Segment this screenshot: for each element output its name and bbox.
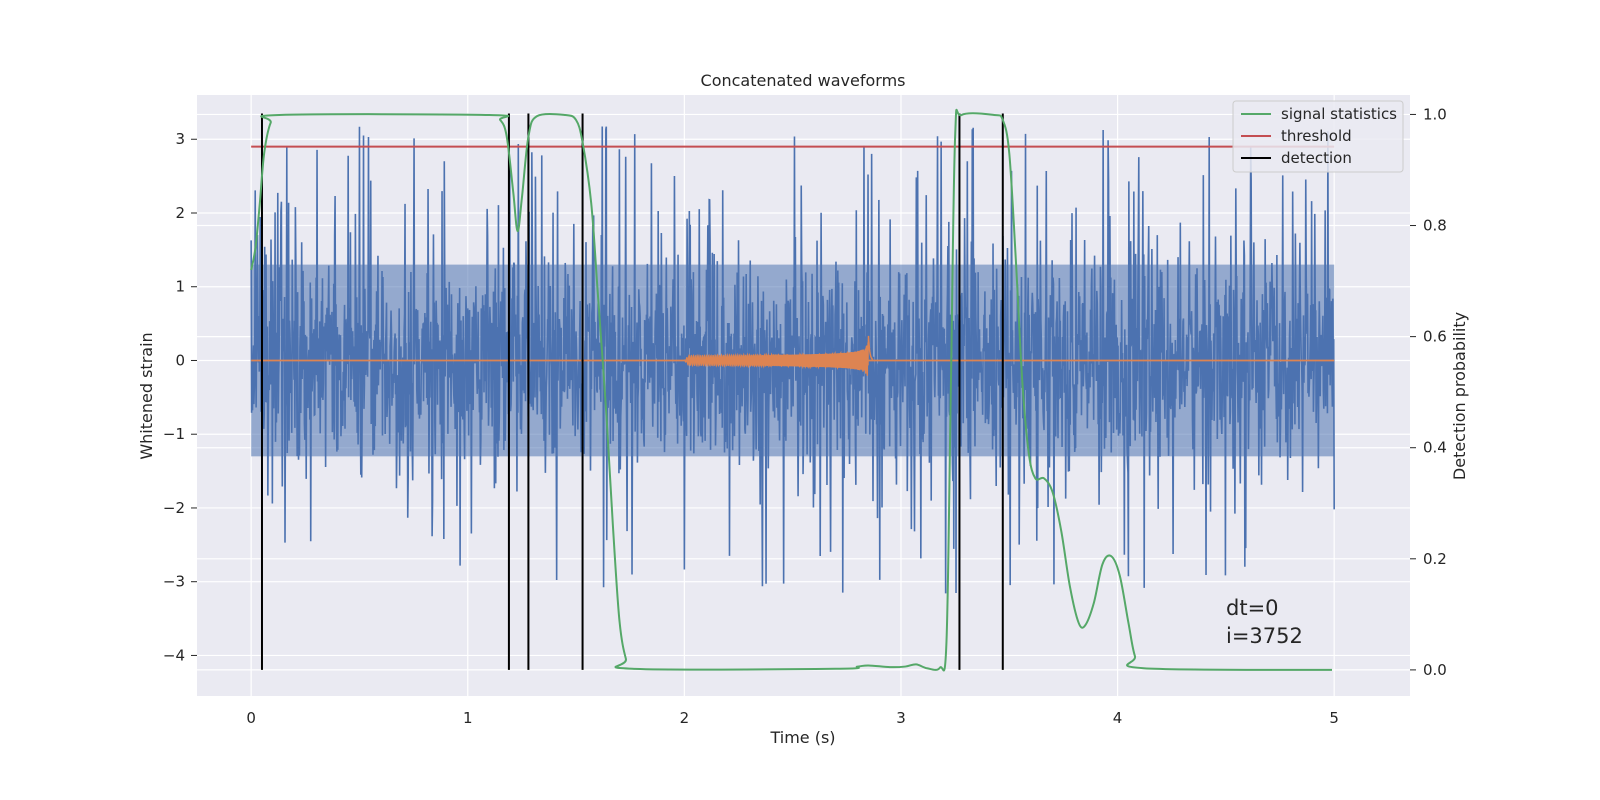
legend-label-statistics: signal statistics bbox=[1281, 105, 1397, 123]
x-tick-label-2: 2 bbox=[680, 709, 690, 727]
legend: signal statistics threshold detection bbox=[1232, 100, 1404, 173]
y2-tick-label-5: 1.0 bbox=[1423, 105, 1447, 123]
y2-axis-label: Detection probability bbox=[1450, 312, 1469, 480]
x-tick-label-0: 0 bbox=[246, 709, 256, 727]
y-tick-label-4: 0 bbox=[175, 351, 185, 369]
legend-box bbox=[1232, 100, 1404, 173]
y-tick-label-3: −1 bbox=[163, 425, 185, 443]
tick-layer: 0 1 2 3 4 5 −4 −3 −2 −1 0 1 2 3 0.0 0.2 0.4 0.6 0.8 1.0 bbox=[163, 105, 1447, 727]
x-axis-label: Time (s) bbox=[769, 728, 835, 747]
y2-tick-label-3: 0.6 bbox=[1423, 328, 1447, 346]
y2-tick-label-4: 0.8 bbox=[1423, 217, 1447, 235]
chart-title: Concatenated waveforms bbox=[701, 71, 906, 90]
y2-tick-label-0: 0.0 bbox=[1423, 661, 1447, 679]
y-tick-label-5: 1 bbox=[175, 278, 185, 296]
y-tick-label-7: 3 bbox=[175, 130, 185, 148]
template-chirp-line bbox=[683, 335, 874, 376]
legend-label-threshold: threshold bbox=[1281, 127, 1352, 145]
x-tick-label-4: 4 bbox=[1113, 709, 1123, 727]
legend-label-detection: detection bbox=[1281, 149, 1352, 167]
x-tick-label-5: 5 bbox=[1329, 709, 1339, 727]
y-tick-label-2: −2 bbox=[163, 499, 185, 517]
annotation-dt: dt=0 bbox=[1226, 596, 1279, 620]
x-tick-label-3: 3 bbox=[896, 709, 906, 727]
detection-layer bbox=[260, 113, 1004, 670]
y2-tick-label-1: 0.2 bbox=[1423, 550, 1447, 568]
template-layer bbox=[251, 335, 1335, 376]
stats-layer bbox=[250, 108, 1333, 672]
statistics-series-line bbox=[250, 108, 1333, 672]
y-tick-label-6: 2 bbox=[175, 204, 185, 222]
annotation-index: i=3752 bbox=[1226, 624, 1303, 648]
y-tick-label-1: −3 bbox=[163, 573, 185, 591]
y2-tick-label-2: 0.4 bbox=[1423, 439, 1447, 457]
y-tick-label-0: −4 bbox=[163, 646, 185, 664]
y-axis-label: Whitened strain bbox=[137, 332, 156, 459]
x-tick-label-1: 1 bbox=[463, 709, 473, 727]
